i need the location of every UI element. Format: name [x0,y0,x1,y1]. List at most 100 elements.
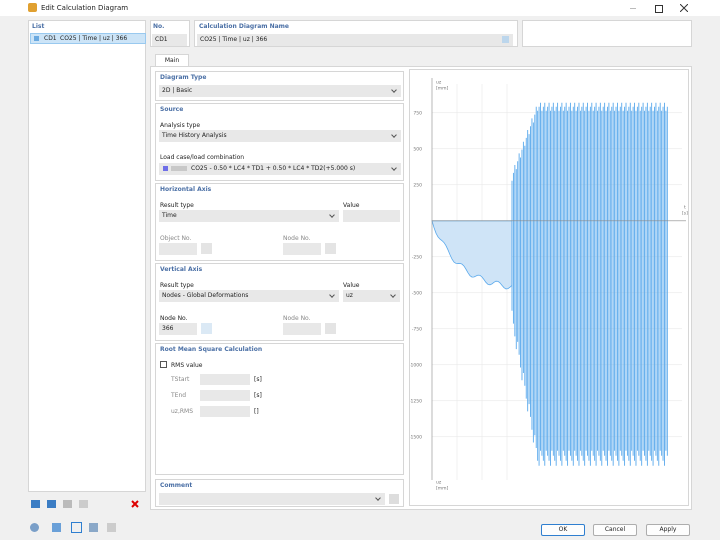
section-title: Diagram Type [160,74,207,81]
section-title: Comment [160,482,193,489]
tool-button[interactable] [30,523,39,532]
field-label: Value [343,202,360,209]
pick-button [325,323,336,334]
no-box: No. CD1 [150,20,190,47]
field-label: Node No. [160,315,188,322]
response-oscillation [511,102,668,466]
dropdown[interactable]: Time [159,210,339,222]
tool-button[interactable] [89,523,98,532]
y-tick-label: -500 [412,290,422,296]
renumber-button[interactable] [63,500,72,508]
color-swatch [171,166,187,171]
dropdown-value: CO25 - 0.50 * LC4 * TD1 + 0.50 * LC4 * T… [191,165,356,172]
name-value: CO25 | Time | uz | 366 [200,36,268,43]
list-toolbar [30,498,160,510]
item-icon [34,36,39,41]
item-name: CO25 | Time | uz | 366 [60,35,128,42]
rms-label: TStart [171,376,190,383]
chart-preview: 750500250-250-500-750-1000-1250-15001.00… [409,69,689,506]
rms-group: Root Mean Square Calculation RMS value T… [155,343,404,475]
rms-label: TEnd [171,392,187,399]
y-tick-label: 250 [413,182,422,188]
vertical-axis-group: Vertical Axis Result type Value Nodes - … [155,263,404,341]
field-label: Result type [160,202,194,209]
info-box [522,20,692,47]
y-tick-label: 500 [413,146,422,152]
new-button[interactable] [31,500,40,508]
content-panel: Diagram Type 2D | Basic Source Analysis … [150,66,692,510]
maximize[interactable] [655,5,663,13]
section-title: Source [160,106,184,113]
node-field [283,323,321,335]
y-tick-label: -250 [412,254,422,260]
field-value: 366 [162,325,174,332]
minimize[interactable] [630,8,636,9]
dropdown[interactable]: Time History Analysis [159,130,401,142]
x-axis-unit: [s] [682,210,688,216]
section-title: Root Mean Square Calculation [160,346,263,353]
value-field[interactable] [343,210,400,222]
cancel-button[interactable]: Cancel [593,524,637,536]
pick-button[interactable] [201,323,212,334]
no-field[interactable]: CD1 [152,34,187,46]
ok-button[interactable]: OK [541,524,585,536]
field-label: Load case/load combination [160,154,245,161]
horizontal-axis-group: Horizontal Axis Result type Value Time O… [155,183,404,261]
dropdown[interactable]: CO25 - 0.50 * LC4 * TD1 + 0.50 * LC4 * T… [159,163,401,175]
dropdown[interactable]: Nodes - Global Deformations [159,290,339,302]
no-value: CD1 [155,36,168,43]
close[interactable] [680,4,688,12]
response-area [431,220,513,290]
rms-label: uz,RMS [171,408,194,415]
comment-group: Comment [155,479,404,507]
sort-button[interactable] [79,500,88,508]
field-label: Node No. [283,315,311,322]
rms-field[interactable] [200,390,250,401]
copy-button[interactable] [47,500,56,508]
section-title: Vertical Axis [160,266,203,273]
object-field [159,243,197,255]
item-no: CD1 [44,35,57,42]
tab-main[interactable]: Main [155,54,189,67]
y-axis-unit: [mm] [436,486,449,492]
rms-field[interactable] [200,406,250,417]
y-tick-label: -1500 [409,434,422,440]
tool-button[interactable] [52,523,61,532]
dropdown[interactable]: 2D | Basic [159,85,401,97]
y-tick-label: -750 [412,326,422,332]
comment-button[interactable] [389,494,399,504]
dropdown-value: Time History Analysis [162,132,227,139]
pick-button [201,243,212,254]
rms-unit: [s] [254,392,262,399]
field-label: Object No. [160,235,192,242]
y-tick-label: 750 [413,110,422,116]
diagram-type-group: Diagram Type 2D | Basic [155,71,404,101]
field-label: Analysis type [160,122,201,129]
dropdown-value: Time [162,212,177,219]
field-label: Node No. [283,235,311,242]
list-panel: List CD1 CO25 | Time | uz | 366 [28,20,146,492]
dropdown-value: uz [346,292,353,299]
edit-icon[interactable] [502,36,509,43]
title-bar: Edit Calculation Diagram [0,0,720,16]
node-field[interactable]: 366 [159,323,197,335]
list-header: List [32,23,45,30]
y-axis-unit: [mm] [436,86,449,92]
field-label: Result type [160,282,194,289]
name-field[interactable]: CO25 | Time | uz | 366 [197,34,513,46]
rms-field[interactable] [200,374,250,385]
list-item[interactable]: CD1 CO25 | Time | uz | 366 [30,33,146,44]
delete-button[interactable] [131,500,139,508]
dropdown[interactable]: uz [343,290,400,302]
rms-checkbox[interactable] [160,361,167,368]
comment-field[interactable] [159,493,385,505]
dropdown-value: Nodes - Global Deformations [162,292,249,299]
node-field [283,243,321,255]
tool-button[interactable] [107,523,116,532]
y-tick-label: -1000 [409,362,422,368]
pick-button [325,243,336,254]
apply-button[interactable]: Apply [646,524,690,536]
tool-button[interactable] [71,522,82,533]
x-axis-label: t [684,204,686,210]
